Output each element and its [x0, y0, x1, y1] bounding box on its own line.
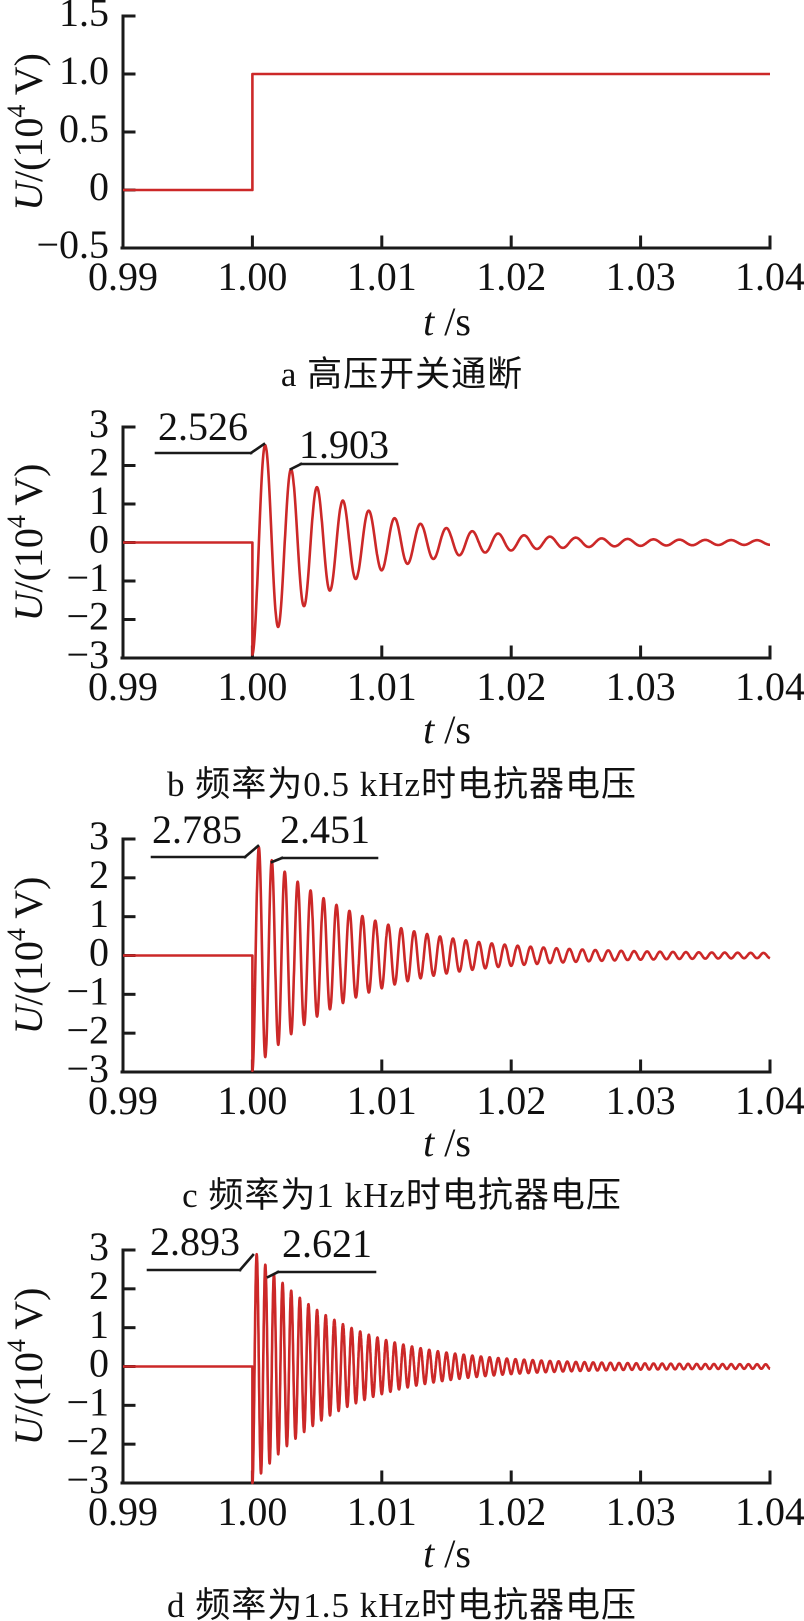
- chart-a-curve: [123, 72, 770, 192]
- chart-b-x-tick-label: 1.01: [347, 664, 417, 709]
- chart-c-x-axis-label: t /s: [423, 1120, 471, 1165]
- chart-d-curve: [123, 1252, 772, 1485]
- chart-d-y-tick-label: −3: [66, 1457, 109, 1502]
- chart-d-y-tick-label: 1: [89, 1302, 109, 1347]
- chart-c-y-tick-label: 1: [89, 891, 109, 936]
- chart-c-annotation-value: 2.451: [280, 807, 370, 852]
- chart-d-annotation-value: 2.621: [282, 1221, 372, 1266]
- chart-b-y-tick-label: 2: [89, 440, 109, 485]
- chart-d-x-tick-label: 1.00: [217, 1489, 287, 1534]
- chart-d-annotation-leader: [266, 1270, 280, 1279]
- chart-c-x-tick-label: 1.02: [476, 1078, 546, 1123]
- chart-d-y-tick-label: −1: [66, 1380, 109, 1425]
- caption-panel-b: b 频率为0.5 kHz时电抗器电压: [166, 765, 638, 804]
- chart-d-y-axis-label: U/(104 V): [2, 1288, 51, 1446]
- chart-a-y-tick-label: 0.5: [59, 106, 109, 151]
- chart-a-x-tick-label: 1.03: [606, 254, 676, 299]
- chart-a-y-tick-label: −0.5: [36, 222, 109, 267]
- chart-d-x-tick-label: 0.99: [88, 1489, 158, 1534]
- chart-b-y-tick-label: 1: [89, 478, 109, 523]
- chart-b-x-axis-label: t /s: [423, 707, 471, 752]
- chart-c-annotation-leader: [270, 856, 284, 864]
- chart-c-y-tick-label: −1: [66, 969, 109, 1014]
- caption-panel-c: c 频率为1 kHz时电抗器电压: [182, 1176, 622, 1215]
- chart-a-x-tick-label: 1.00: [217, 254, 287, 299]
- chart-b-x-tick-label: 1.03: [606, 664, 676, 709]
- chart-c-curve: [123, 846, 772, 1073]
- chart-a-y-axis-label: U/(104 V): [2, 53, 51, 211]
- chart-b-annotation-value: 2.526: [158, 404, 248, 449]
- chart-c-y-tick-label: 3: [89, 813, 109, 858]
- chart-c-x-tick-label: 1.03: [606, 1078, 676, 1123]
- chart-b-y-tick-label: 3: [89, 401, 109, 446]
- chart-c-x-tick-label: 1.04: [735, 1078, 804, 1123]
- chart-c-x-tick-label: 1.00: [217, 1078, 287, 1123]
- chart-d-y-tick-label: 3: [89, 1224, 109, 1269]
- chart-b-x-tick-label: 1.00: [217, 664, 287, 709]
- chart-a-x-tick-label: 1.04: [735, 254, 804, 299]
- caption-panel-a: a 高压开关通断: [280, 355, 524, 394]
- chart-b-annotation-value: 1.903: [299, 422, 389, 467]
- chart-d-y-tick-label: −2: [66, 1418, 109, 1463]
- chart-b-curve: [123, 443, 771, 656]
- chart-a-x-tick-label: 0.99: [88, 254, 158, 299]
- chart-b-y-tick-label: −3: [66, 632, 109, 677]
- chart-d-x-tick-label: 1.04: [735, 1489, 804, 1534]
- chart-a-y-tick-label: 0: [89, 164, 109, 209]
- chart-c-x-tick-label: 0.99: [88, 1078, 158, 1123]
- chart-d-x-tick-label: 1.03: [606, 1489, 676, 1534]
- chart-d-annotation-leader: [238, 1253, 255, 1272]
- chart-a-x-tick-label: 1.01: [347, 254, 417, 299]
- chart-b-x-tick-label: 0.99: [88, 664, 158, 709]
- chart-b-y-axis-label: U/(104 V): [2, 464, 51, 622]
- chart-c-y-tick-label: 2: [89, 852, 109, 897]
- chart-b-annotation-leader: [249, 442, 266, 455]
- chart-a-x-tick-label: 1.02: [476, 254, 546, 299]
- chart-c-y-tick-label: −3: [66, 1046, 109, 1091]
- chart-c-y-tick-label: −2: [66, 1007, 109, 1052]
- chart-a-x-axis-label: t /s: [423, 299, 471, 344]
- chart-c-x-tick-label: 1.01: [347, 1078, 417, 1123]
- chart-a-y-tick-label: 1.0: [59, 48, 109, 93]
- chart-d-x-tick-label: 1.01: [347, 1489, 417, 1534]
- chart-a-y-tick-label: 1.5: [59, 0, 109, 35]
- chart-d-y-tick-label: 0: [89, 1341, 109, 1386]
- chart-b-x-tick-label: 1.02: [476, 664, 546, 709]
- chart-d-annotation-value: 2.893: [150, 1219, 240, 1264]
- caption-panel-d: d 频率为1.5 kHz时电抗器电压: [166, 1586, 638, 1621]
- chart-b-annotation-leader: [289, 462, 303, 471]
- chart-d-y-tick-label: 2: [89, 1263, 109, 1308]
- chart-c-y-tick-label: 0: [89, 930, 109, 975]
- chart-c-annotation-value: 2.785: [152, 807, 242, 852]
- chart-b-x-tick-label: 1.04: [735, 664, 804, 709]
- chart-b-y-tick-label: 0: [89, 517, 109, 562]
- chart-c-annotation-leader: [243, 844, 260, 859]
- chart-d-x-tick-label: 1.02: [476, 1489, 546, 1534]
- chart-d-x-axis-label: t /s: [423, 1531, 471, 1576]
- chart-b-y-tick-label: −1: [66, 555, 109, 600]
- chart-c-y-axis-label: U/(104 V): [2, 877, 51, 1035]
- chart-b-y-tick-label: −2: [66, 594, 109, 639]
